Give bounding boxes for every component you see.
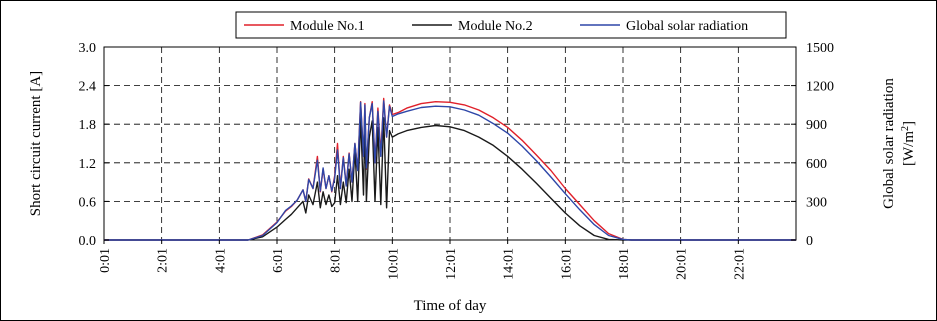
y-right-tick-label: 0 [806,234,813,249]
y-left-tick-label: 0.0 [79,234,97,249]
y-left-tick-label: 1.2 [79,157,97,172]
x-tick-label: 18:01 [617,248,632,280]
y-right-tick-label: 600 [806,157,827,172]
legend-label-module-2: Module No.2 [458,19,533,34]
y-right-axis-unit: [W/m2] [900,121,918,166]
series-line-3 [104,100,796,241]
x-tick-label: 16:01 [559,248,574,280]
y-left-tick-label: 1.8 [79,118,97,133]
grid [104,47,796,240]
x-tick-label: 22:01 [732,248,747,280]
y-right-tick-label: 900 [806,118,827,133]
ticks-layer: 0.0 0.6 1.2 1.8 2.4 3.0 0 300 600 900 1200 1500 0:01… [79,41,835,280]
x-axis-label: Time of day [414,298,487,314]
y-left-tick-label: 3.0 [79,41,97,56]
legend-box [235,11,787,39]
y-left-tick-label: 0.6 [79,195,97,210]
series-line-2 [104,117,796,241]
legend: Module No.1 Module No.2 Global solar rad… [235,11,787,39]
x-tick-label: 8:01 [329,248,344,273]
x-tick-label: 0:01 [98,248,113,273]
y-right-unit-end: ] [901,121,917,126]
y-right-unit-exp: 2 [900,126,911,131]
legend-label-module-1: Module No.1 [290,19,365,34]
series-layer [104,97,796,241]
y-right-unit-base: [W/m [901,131,917,166]
x-tick-label: 20:01 [675,248,690,280]
x-tick-label: 12:01 [444,248,459,280]
y-right-axis-label: Global solar radiation [881,78,897,209]
legend-label-radiation: Global solar radiation [626,19,748,34]
y-left-tick-label: 2.4 [79,80,97,95]
x-tick-label: 2:01 [156,248,171,273]
y-left-axis-label: Short circuit current [A] [28,71,44,216]
y-right-tick-label: 1200 [806,80,834,95]
x-tick-label: 6:01 [271,248,286,273]
y-right-tick-label: 300 [806,195,827,210]
y-right-tick-label: 1500 [806,41,834,56]
x-tick-label: 4:01 [213,248,228,273]
x-tick-label: 14:01 [502,248,517,280]
x-tick-label: 10:01 [386,248,401,280]
